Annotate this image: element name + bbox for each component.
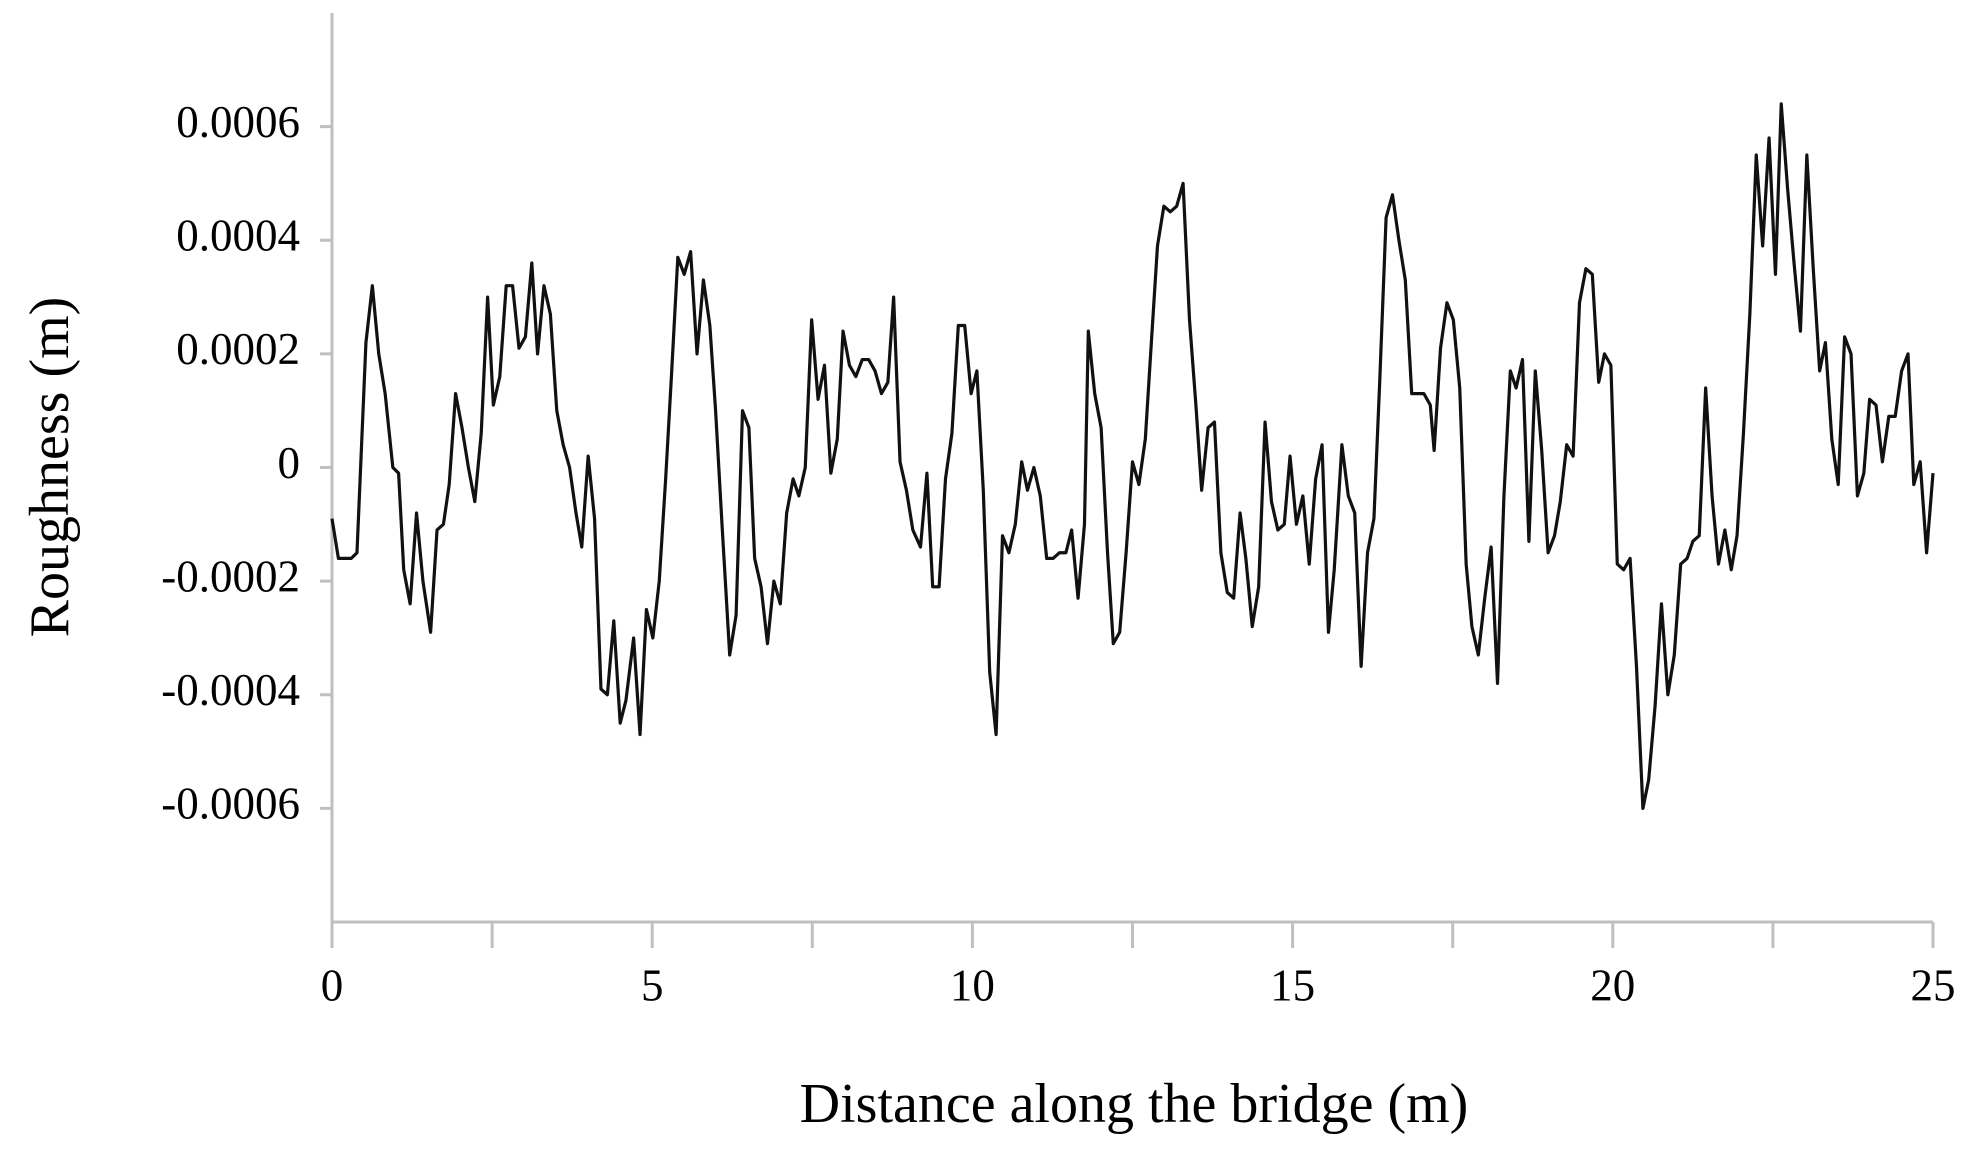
x-tick-label: 5 bbox=[641, 960, 664, 1010]
y-tick-label: 0.0006 bbox=[176, 97, 300, 147]
x-tick-label: 25 bbox=[1911, 960, 1956, 1010]
y-tick-label: 0 bbox=[278, 438, 301, 488]
data-line bbox=[330, 102, 1935, 810]
x-tick-label: 15 bbox=[1270, 960, 1315, 1010]
x-tick-label: 20 bbox=[1590, 960, 1635, 1010]
x-tick-label: 10 bbox=[950, 960, 995, 1010]
y-tick-label: -0.0006 bbox=[161, 779, 300, 829]
x-axis-title: Distance along the bridge (m) bbox=[800, 1073, 1469, 1135]
y-tick-label: -0.0002 bbox=[161, 551, 300, 601]
y-tick-label: 0.0002 bbox=[176, 324, 300, 374]
x-tick-label: 0 bbox=[321, 960, 344, 1010]
y-axis-title: Roughness (m) bbox=[19, 297, 81, 638]
y-tick-label: -0.0004 bbox=[161, 665, 300, 715]
y-tick-label: 0.0004 bbox=[176, 211, 300, 261]
